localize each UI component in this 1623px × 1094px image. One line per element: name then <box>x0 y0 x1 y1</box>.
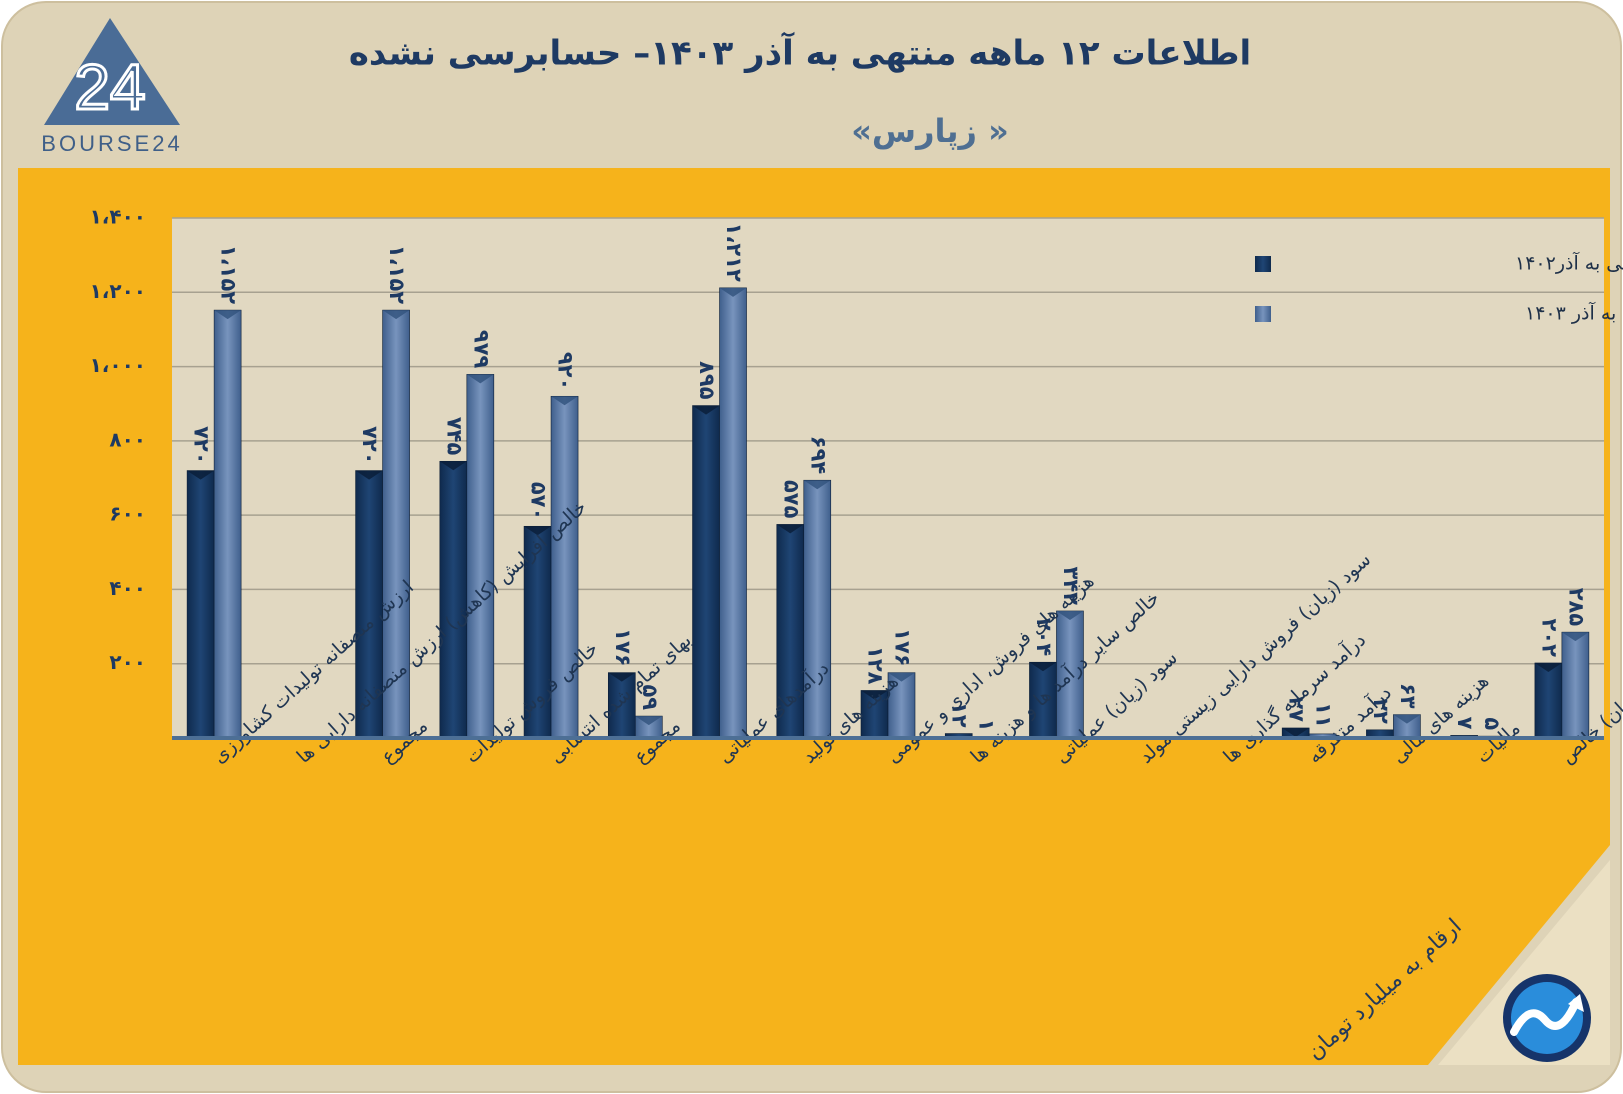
legend: عملکرد منتهی به آذر۱۴۰۲ عملکرد منتهی به … <box>1255 251 1623 325</box>
bar-cap <box>719 287 747 297</box>
bar-value-label: ۹۲۰ <box>554 352 578 390</box>
bar-value-label: ۲۷ <box>1285 696 1309 722</box>
page-title: اطلاعات ۱۲ ماهه منتهی به آذر ۱۴۰۳– حسابر… <box>349 32 1251 74</box>
bar-cap <box>1282 727 1310 737</box>
y-tick-label: ۱،۴۰۰ <box>90 205 146 229</box>
plot-area <box>172 218 1604 738</box>
bar-1402 <box>186 470 215 739</box>
bar-value-label: ۱۲ <box>948 702 972 728</box>
bar-cap <box>776 524 804 534</box>
bar-value-label: ۱۲۸ <box>864 646 888 685</box>
bar-value-label: ۱ <box>975 719 999 732</box>
y-tick-label: ۱،۲۰۰ <box>90 279 146 303</box>
bar-cap <box>214 310 242 320</box>
bar-cap <box>635 716 663 726</box>
bar-value-label: ۱۷۶ <box>891 628 915 666</box>
bar-value-label: ۹۷۹ <box>469 330 493 369</box>
bar-cap <box>439 461 467 471</box>
bar-value-label: ۵۹ <box>638 684 662 710</box>
bar-cap <box>524 526 552 536</box>
bar-cap <box>692 405 720 415</box>
bar-cap <box>1029 662 1057 672</box>
y-tick-label: ۴۰۰ <box>109 576 146 600</box>
bar-cap <box>382 310 410 320</box>
bar-1403 <box>466 374 495 739</box>
bar-value-label: ۷۲۰ <box>190 426 214 464</box>
bar-1402 <box>439 460 468 739</box>
bar-1403 <box>550 395 579 739</box>
bar-cap <box>187 470 215 480</box>
bar-1402 <box>523 525 552 739</box>
badge-trend-line <box>1510 998 1580 1036</box>
logo-triangle <box>44 18 180 125</box>
logo-mark: 24 <box>74 51 145 123</box>
bar-value-label: ۵۷۰ <box>527 482 551 520</box>
bar-1403 <box>382 309 410 739</box>
y-tick-label: ۶۰۰ <box>109 502 146 526</box>
bar-value-label: ۱۱ <box>1312 702 1336 728</box>
bar-value-label: ۱،۱۵۲ <box>385 245 409 304</box>
bar-value-label: ۷ <box>1453 717 1477 730</box>
bar-cap <box>355 470 383 480</box>
bar-1403 <box>1056 610 1084 739</box>
bar-value-label: ۲۰۴ <box>1032 618 1056 657</box>
bar-cap <box>1561 632 1589 642</box>
bar-1402 <box>1534 662 1563 739</box>
bar-1402 <box>355 470 383 739</box>
bar-value-label: ۶۹۴ <box>806 436 830 475</box>
legend-label-1403: عملکرد منتهی به آذر ۱۴۰۳ <box>1525 301 1623 325</box>
bar-value-label: ۷۲۰ <box>358 426 382 464</box>
bar-value-label: ۶۳ <box>1396 683 1420 709</box>
bar-value-label: ۸۹۵ <box>695 361 719 400</box>
bourse24-logo: 24 BOURSE24 <box>41 18 182 156</box>
logo-wordmark: BOURSE24 <box>41 131 182 156</box>
bars <box>186 287 1590 739</box>
y-axis: ۲۰۰ ۴۰۰ ۶۰۰ ۸۰۰ ۱،۰۰۰ ۱،۲۰۰ ۱،۴۰۰ <box>90 205 146 675</box>
brand-badge-icon <box>1503 974 1591 1062</box>
bar-value-label: ۱۷۶ <box>611 628 635 666</box>
bar-cap <box>861 690 888 700</box>
bar-cap <box>888 672 915 682</box>
legend-swatch-1403 <box>1255 306 1271 322</box>
bar-value-label: ۵۷۵ <box>779 480 803 519</box>
bar-value-label: ۲۰۲ <box>1537 619 1561 658</box>
bar-1403 <box>719 287 747 739</box>
y-tick-label: ۱،۰۰۰ <box>90 353 146 377</box>
bar-value-label: ۳۴۲ <box>1059 567 1083 606</box>
y-tick-label: ۸۰۰ <box>109 427 146 451</box>
bar-1403 <box>803 479 832 739</box>
y-tick-label: ۲۰۰ <box>109 650 146 674</box>
bar-value-label: ۱،۱۵۲ <box>217 245 241 304</box>
bar-cap <box>1056 610 1084 620</box>
bar-cap <box>1393 714 1421 724</box>
bar-1403 <box>213 309 242 739</box>
page-subtitle: « زپارس» <box>851 112 1009 150</box>
bar-cap <box>1534 662 1562 672</box>
bar-value-label: ۱،۲۱۲ <box>722 223 746 282</box>
bar-1402 <box>692 405 720 739</box>
bar-value-label: ۷۴۵ <box>442 417 466 456</box>
bar-cap <box>551 396 579 406</box>
bar-value-label: ۵ <box>1480 717 1504 730</box>
bar-cap <box>466 374 494 384</box>
bar-cap <box>803 480 831 490</box>
bar-1402 <box>1029 661 1057 739</box>
grid <box>172 217 1604 665</box>
bar-cap <box>608 672 636 682</box>
badge-arrow-head <box>1568 994 1584 1012</box>
bar-value-label: ۲۲ <box>1369 698 1393 724</box>
legend-label-1402: عملکرد منتهی به آذر۱۴۰۲ <box>1515 251 1623 275</box>
legend-swatch-1402 <box>1255 256 1271 272</box>
bar-labels: ۷۲۰۱،۱۵۲۷۲۰۱،۱۵۲۷۴۵۹۷۹۵۷۰۹۲۰۱۷۶۵۹۸۹۵۱،۲۱… <box>190 223 1589 732</box>
bar-value-label: ۲۸۵ <box>1564 588 1588 627</box>
bar-1403 <box>1561 631 1590 739</box>
